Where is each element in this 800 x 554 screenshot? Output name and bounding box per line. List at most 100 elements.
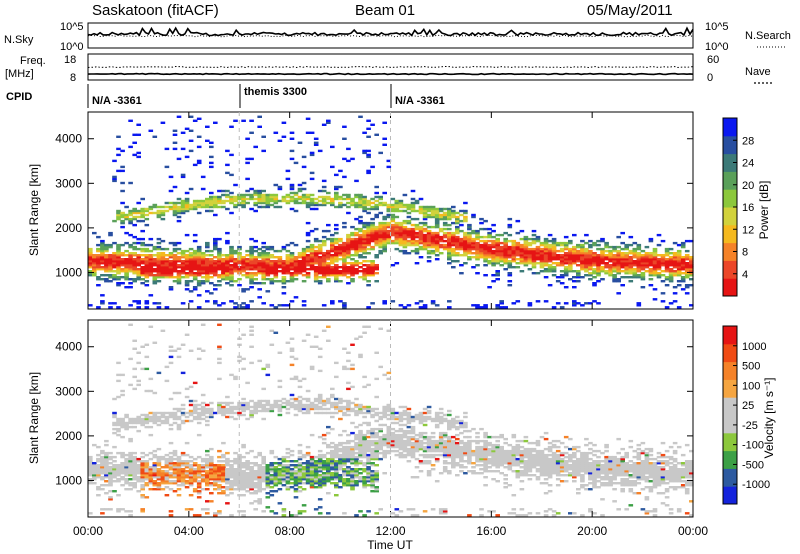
power-cell <box>277 249 283 253</box>
velocity-cell <box>88 460 93 463</box>
velocity-cell <box>249 325 254 328</box>
velocity-cell <box>370 431 375 435</box>
velocity-cell <box>192 403 198 407</box>
power-cell <box>261 249 266 253</box>
power-cell <box>515 245 521 249</box>
velocity-cell <box>164 421 170 425</box>
power-cell <box>426 233 432 237</box>
velocity-cell <box>346 466 351 469</box>
power-cell <box>305 276 311 279</box>
power-cell <box>442 231 448 235</box>
velocity-cell <box>338 409 343 413</box>
power-cell <box>128 268 133 271</box>
power-cell <box>108 231 113 235</box>
power-cell <box>410 231 416 235</box>
velocity-cell <box>398 423 404 427</box>
nave-series <box>87 72 694 76</box>
power-cell <box>434 235 440 239</box>
power-cell <box>572 276 577 279</box>
power-cell <box>144 256 150 259</box>
power-cell <box>265 245 271 249</box>
power-cell <box>293 191 299 195</box>
power-cell <box>382 121 387 124</box>
velocity-cell <box>249 486 254 489</box>
power-cell <box>394 215 400 219</box>
velocity-cell <box>346 441 351 445</box>
power-cell <box>576 272 581 275</box>
power-cell <box>326 121 331 124</box>
power-cell <box>249 131 254 134</box>
velocity-cell <box>309 464 315 467</box>
power-cell <box>600 247 605 251</box>
velocity-cell <box>136 490 141 493</box>
power-cell <box>172 205 178 209</box>
power-cell <box>192 233 198 237</box>
velocity-cell <box>144 460 150 463</box>
power-cell <box>543 270 549 273</box>
power-cell <box>273 280 279 283</box>
power-cell <box>180 260 186 263</box>
power-cell <box>196 135 202 138</box>
power-cell <box>192 205 198 209</box>
velocity-cell <box>362 439 367 443</box>
power-cell <box>362 131 367 134</box>
velocity-cell <box>229 488 234 491</box>
power-cell <box>184 254 190 257</box>
power-cell <box>205 245 210 249</box>
power-cell <box>467 237 472 241</box>
nsearch-tick-bottom: 10^0 <box>705 41 729 53</box>
power-cell <box>680 243 686 247</box>
velocity-cell <box>386 413 392 417</box>
velocity-cell <box>366 429 371 433</box>
power-cell <box>184 205 190 209</box>
power-cell <box>116 247 121 251</box>
velocity-cell <box>160 488 166 491</box>
velocity-cell <box>184 453 190 457</box>
power-cell <box>156 252 162 255</box>
velocity-cell <box>192 470 198 473</box>
velocity-cell <box>257 359 262 363</box>
power-cell <box>551 245 557 249</box>
power-cell <box>398 199 404 203</box>
power-cell <box>100 262 105 265</box>
power-cell <box>539 241 545 245</box>
velocity-cell <box>354 482 359 485</box>
power-cell <box>321 254 327 257</box>
power-cell <box>225 254 230 257</box>
power-cell <box>192 252 198 255</box>
power-cell <box>156 209 162 213</box>
power-cell <box>289 280 295 283</box>
velocity-cell <box>184 387 190 391</box>
power-cell <box>652 272 658 275</box>
velocity-cell <box>366 476 371 479</box>
power-cell <box>221 272 226 275</box>
velocity-cell <box>366 411 371 415</box>
power-cell <box>455 245 460 249</box>
power-cell <box>313 203 319 207</box>
power-cell <box>576 249 581 253</box>
velocity-cell <box>188 472 194 475</box>
velocity-cell <box>168 361 174 365</box>
velocity-cell <box>188 482 194 485</box>
power-cell <box>217 256 222 259</box>
velocity-cell <box>92 472 97 475</box>
power-cell <box>334 223 339 227</box>
power-cell <box>261 149 266 153</box>
velocity-cell <box>326 401 331 405</box>
power-cell <box>592 284 597 287</box>
power-cell <box>499 260 504 263</box>
velocity-cell <box>168 427 174 431</box>
power-cell <box>321 189 327 193</box>
velocity-cell <box>136 383 141 387</box>
velocity-cell <box>269 403 275 407</box>
power-cell <box>563 286 569 289</box>
velocity-cell <box>382 405 387 409</box>
power-cell <box>152 254 158 257</box>
velocity-cell <box>128 323 133 326</box>
power-cell <box>346 243 351 247</box>
power-cell <box>305 195 311 199</box>
velocity-cell <box>188 409 194 413</box>
velocity-cell <box>136 470 141 473</box>
power-cell <box>568 247 573 251</box>
power-cell <box>616 249 621 253</box>
